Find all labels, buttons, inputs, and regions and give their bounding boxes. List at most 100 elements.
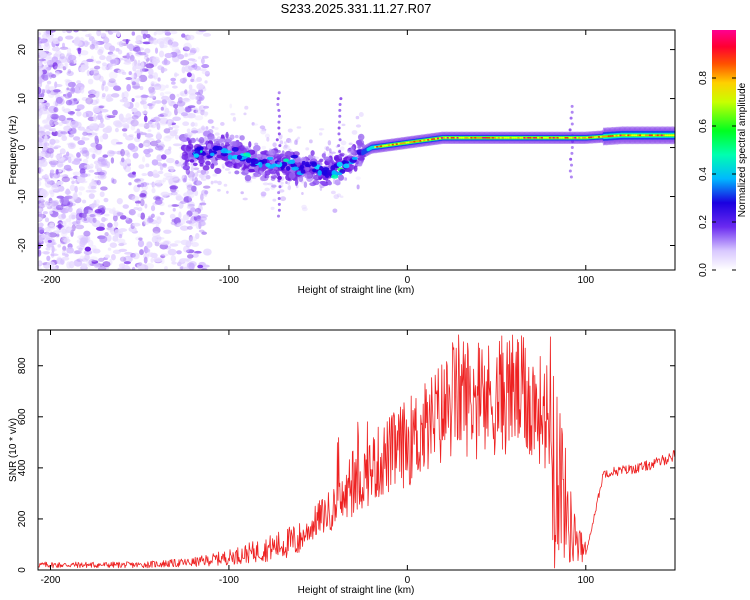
- spectrogram-band-peak: [450, 136, 453, 139]
- spectrogram-noise-cell: [144, 54, 149, 58]
- spectrogram-noise-cell: [121, 157, 125, 163]
- spectrogram-band-peak: [425, 139, 428, 141]
- spectrogram-noise-cell: [185, 249, 195, 254]
- spectrogram-noise-cell: [66, 247, 74, 254]
- spectrogram-band-cell: [210, 163, 215, 170]
- spectrogram-noise-cell: [48, 232, 58, 238]
- spectrogram-noise-cell: [185, 220, 193, 224]
- spectrogram-noise-cell: [78, 186, 85, 191]
- spectrogram-noise-cell: [172, 207, 176, 212]
- spectrogram-noise-cell: [144, 203, 148, 209]
- spectrogram-noise-cell: [128, 182, 132, 186]
- spectrogram-noise-cell: [52, 172, 61, 179]
- spectrogram-noise-cell: [118, 113, 124, 121]
- spectrogram-core-cell: [336, 161, 343, 168]
- spectrogram-noise-cell: [83, 218, 88, 222]
- spectrogram-noise-cell: [44, 217, 50, 223]
- spectrogram-band-peak: [434, 137, 438, 140]
- spectrogram-noise-cell: [71, 250, 81, 255]
- spectrogram-band-peak: [472, 136, 475, 139]
- spectrogram-core-cell: [312, 168, 317, 173]
- spectrogram-noise-cell: [95, 226, 105, 231]
- spectrogram-streak-cell: [569, 175, 573, 179]
- spectrogram-noise-cell: [47, 239, 52, 243]
- spectrogram-noise-cell: [193, 79, 199, 83]
- spectrogram-noise-cell: [177, 106, 186, 114]
- spectrogram-noise-cell: [38, 76, 43, 84]
- spectrogram-noise-cell: [38, 31, 42, 36]
- spectrogram-band-peak: [644, 134, 648, 137]
- spectrogram-noise-cell: [155, 121, 160, 126]
- spectrogram-noise-cell: [122, 204, 129, 209]
- spectrogram-noise-cell: [50, 253, 59, 257]
- spectrogram-band-cell: [294, 179, 298, 187]
- spectrogram-band-cell: [189, 159, 195, 163]
- spectrogram-band-cell: [248, 141, 252, 148]
- spectrogram-noise-cell: [47, 92, 55, 98]
- spectrogram-noise-cell: [131, 31, 136, 36]
- spectrogram-noise-cell: [200, 193, 204, 201]
- spectrogram-noise-cell: [125, 77, 133, 81]
- spectrogram-band-peak: [574, 136, 577, 139]
- spectrogram-noise-cell: [150, 252, 158, 259]
- spectrogram-noise-cell: [200, 57, 205, 65]
- spectrogram-band-peak: [491, 136, 495, 139]
- spectrogram-noise-cell: [204, 80, 208, 84]
- spectrogram-noise-cell: [107, 51, 114, 55]
- spectrogram-noise-cell: [92, 248, 101, 254]
- spectrogram-noise-cell: [188, 61, 196, 66]
- spectrogram-noise-cell: [65, 205, 70, 214]
- spectrogram-band-peak: [556, 136, 559, 139]
- spectrogram-noise-cell: [91, 41, 101, 45]
- spectrogram-band-cell: [202, 165, 210, 171]
- spectrogram-noise-cell: [51, 46, 61, 52]
- spectrogram-noise-cell: [159, 92, 165, 97]
- spectrogram-noise-cell: [93, 72, 102, 81]
- spectrogram-band-peak: [478, 136, 481, 139]
- spectrogram-noise-cell: [79, 50, 89, 56]
- spectrogram-noise-cell: [95, 98, 100, 104]
- spectrogram-noise-cell: [147, 124, 154, 128]
- spectrogram-noise-cell: [48, 33, 54, 38]
- spectrogram-noise-cell: [75, 224, 85, 230]
- spectrogram-noise-cell: [76, 80, 81, 84]
- spectrogram-noise-cell: [118, 242, 125, 247]
- spectrogram-noise-cell: [170, 77, 177, 82]
- spectrogram-noise-cell: [118, 248, 128, 253]
- snr-x-tick-label: 0: [405, 575, 411, 586]
- spectrogram-band-peak: [391, 143, 395, 146]
- spectrogram-noise-cell: [65, 35, 74, 40]
- spectrogram-band-peak: [527, 136, 530, 139]
- spectrogram-band-peak: [650, 134, 654, 137]
- spectrogram-noise-cell: [141, 30, 149, 36]
- spectrogram-noise-cell: [105, 94, 112, 102]
- spectrogram-noise-cell: [186, 184, 194, 191]
- spectrogram-core-cell: [201, 151, 207, 156]
- spectrogram-band-cell: [304, 172, 313, 179]
- spectrogram-noise-cell: [73, 98, 78, 102]
- spectrogram-core-cell: [210, 152, 215, 157]
- spectrogram-noise-cell: [159, 242, 168, 245]
- spectrogram-noise-cell: [203, 105, 210, 109]
- spectrogram-band-peak: [560, 136, 563, 139]
- spectrogram-noise-cell: [191, 64, 196, 68]
- spectrogram-noise-cell: [154, 145, 164, 151]
- spectrogram-noise-cell: [163, 172, 173, 178]
- spectrogram-noise-cell: [179, 225, 189, 231]
- spectrogram-noise-cell: [59, 174, 66, 178]
- spectrogram-x-tick-label: -200: [40, 275, 60, 286]
- spectrogram-band-peak: [538, 136, 542, 139]
- spectrogram-noise-cell: [46, 255, 51, 262]
- spectrogram-noise-cell: [99, 191, 105, 198]
- spectrogram-core-cell: [193, 153, 200, 158]
- spectrogram-noise-cell: [145, 163, 150, 168]
- spectrogram-noise-cell: [38, 202, 46, 209]
- spectrogram-noise-cell: [51, 74, 57, 79]
- spectrogram-noise-cell: [79, 173, 88, 178]
- spectrogram-noise-cell: [67, 156, 72, 164]
- spectrogram-noise-cell: [41, 119, 51, 125]
- spectrogram-band-peak: [419, 139, 422, 142]
- spectrogram-band-peak: [646, 134, 650, 137]
- spectrogram-band-peak: [409, 141, 412, 144]
- spectrogram-noise-cell: [38, 141, 43, 148]
